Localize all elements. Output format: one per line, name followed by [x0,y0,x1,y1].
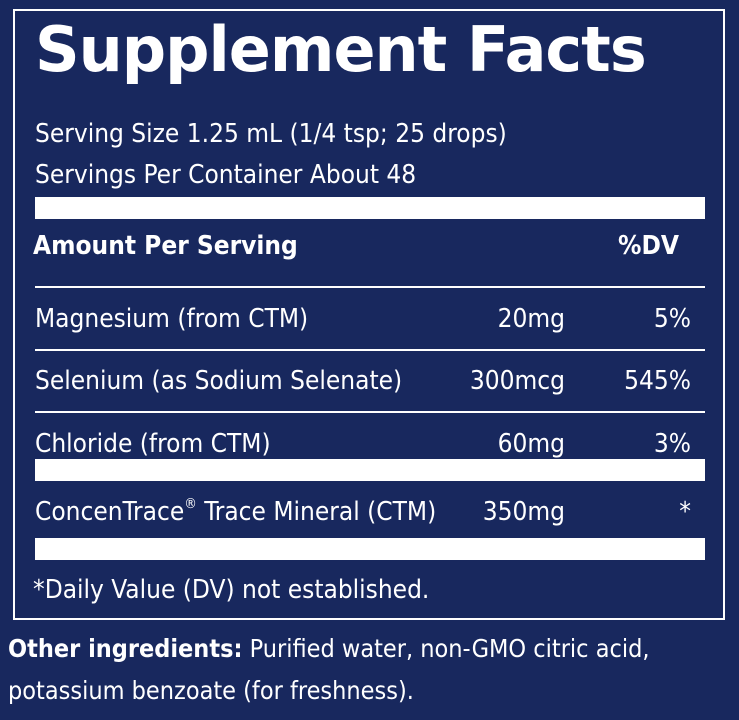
row-divider [35,349,705,351]
other-ingredients-label: Other ingredients: [8,634,243,663]
row-divider [35,286,705,288]
serving-size: Serving Size 1.25 mL (1/4 tsp; 25 drops) [35,119,507,149]
supplement-facts-panel: Supplement Facts Serving Size 1.25 mL (1… [13,9,725,620]
nutrient-dv-chloride: 3% [653,429,691,459]
nutrient-dv-selenium: 545% [624,366,691,396]
thick-divider [35,459,705,481]
thick-divider [35,197,705,219]
row-divider [35,411,705,413]
nutrient-name-selenium: Selenium (as Sodium Selenate) [35,366,403,396]
ctm-name-part: ConcenTrace [35,497,185,527]
registered-mark: ® [184,496,197,512]
other-ingredients-text: Purified water, non-GMO citric acid, pot… [8,634,650,705]
panel-title: Supplement Facts [35,13,647,86]
servings-per-container: Servings Per Container About 48 [35,160,417,190]
amount-per-serving-header: Amount Per Serving [33,231,298,261]
nutrient-name-ctm: ConcenTrace® Trace Mineral (CTM) [35,496,437,527]
nutrient-name-magnesium: Magnesium (from CTM) [35,304,309,334]
nutrient-name-chloride: Chloride (from CTM) [35,429,271,459]
nutrient-dv-ctm: * [679,497,691,527]
nutrient-amount-ctm: 350mg [482,497,565,527]
nutrient-dv-magnesium: 5% [653,304,691,334]
nutrient-amount-magnesium: 20mg [497,304,565,334]
other-ingredients: Other ingredients: Purified water, non-G… [8,628,733,712]
thick-divider [35,538,705,560]
dv-footnote: *Daily Value (DV) not established. [33,575,430,605]
dv-header: %DV [618,231,679,261]
nutrient-amount-selenium: 300mcg [469,366,565,396]
ctm-name-rest: Trace Mineral (CTM) [196,497,437,527]
nutrient-amount-chloride: 60mg [497,429,565,459]
